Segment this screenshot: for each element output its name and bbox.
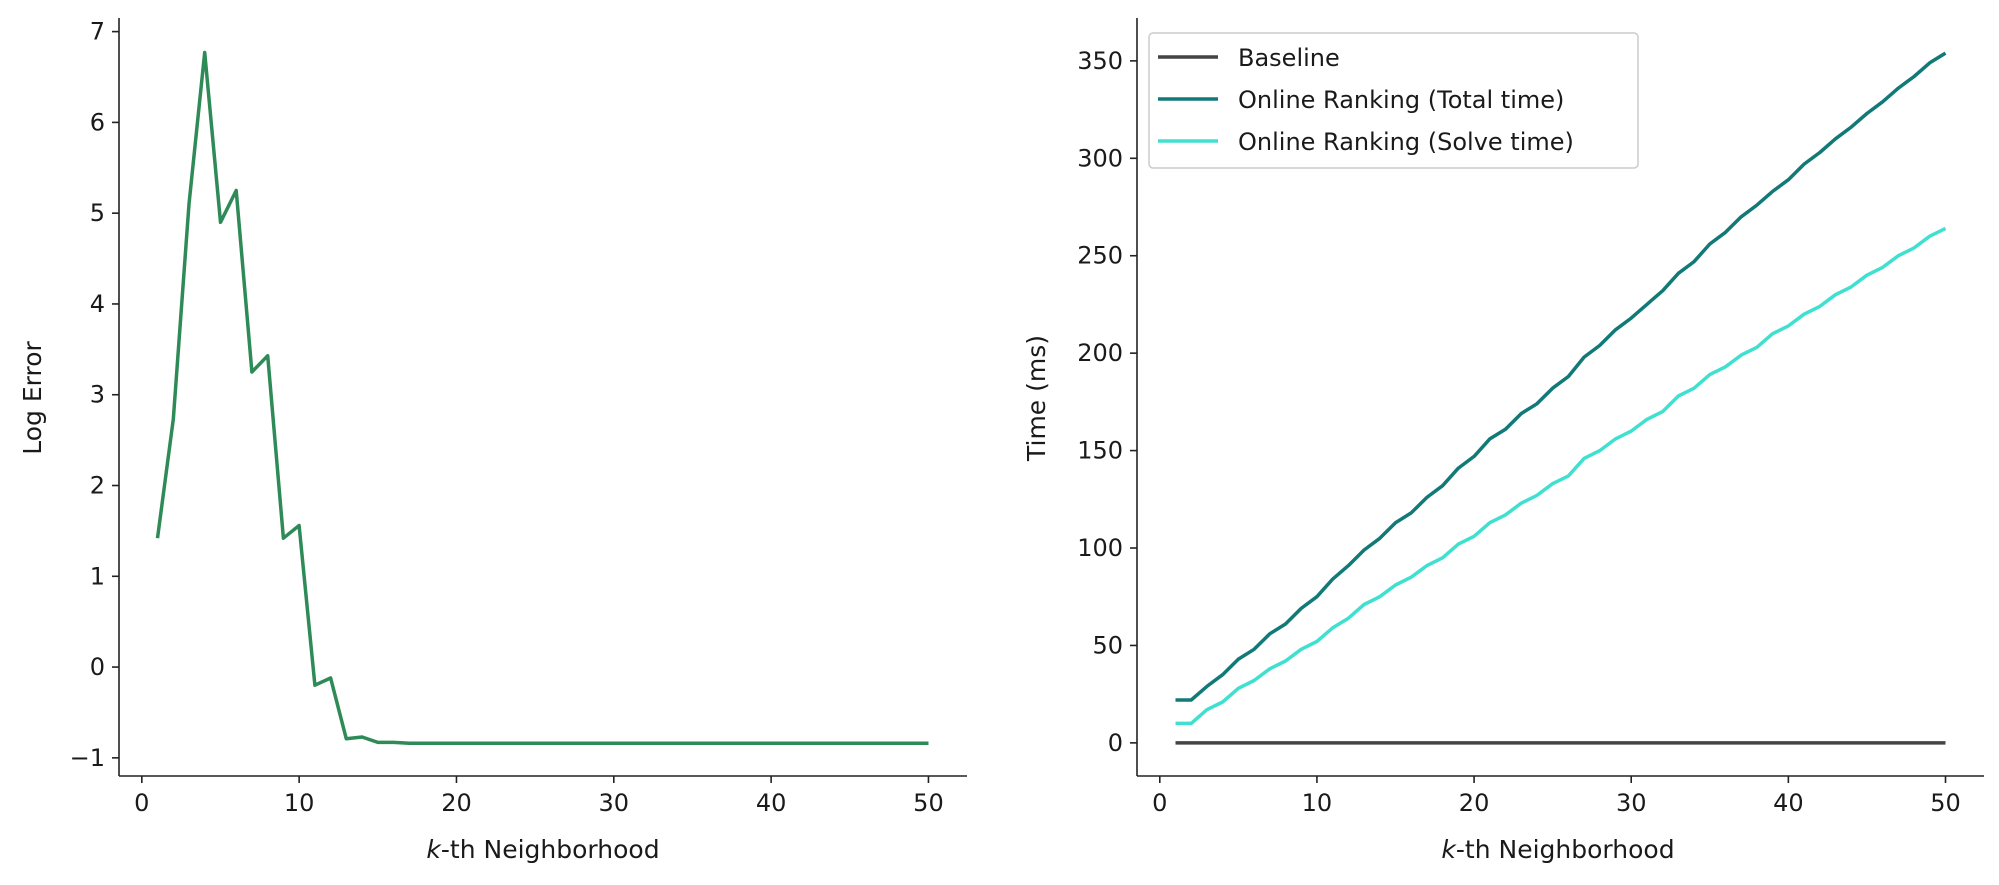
log-error-y-tick-label: 7 [90,18,105,46]
log-error-y-tick-label: 1 [90,562,105,590]
log-error-series-0-line [155,50,929,746]
time-x-tick-label: 20 [1459,789,1490,817]
time-axes: 0 10 20 30 40 50 0 50 100 150 200 250 300 350 [1077,18,1984,817]
log-error-x-tick-label: 10 [284,789,315,817]
log-error-x-tick-label: 50 [913,789,944,817]
time-y-tick-label: 0 [1108,729,1123,757]
legend-label-baseline: Baseline [1238,44,1340,72]
log-error-x-tick-label: 30 [599,789,630,817]
log-error-x-tick-label: 0 [134,789,149,817]
log-error-y-tick-label: 3 [90,381,105,409]
log-error-y-tick-label: 5 [90,199,105,227]
time-y-tick-label: 150 [1077,437,1123,465]
log-error-series-layer [155,50,929,746]
time-y-tick-label: 50 [1092,631,1123,659]
online-ranking-total-time-line [1175,51,1947,702]
time-y-tick-label: 200 [1077,339,1123,367]
log-error-x-tick-label: 40 [756,789,787,817]
online-ranking-solve-time-line [1175,226,1947,726]
log-error-y-tick-label: 4 [90,290,105,318]
time-x-tick-label: 30 [1616,789,1647,817]
time-series-layer [1175,51,1947,745]
legend: Baseline Online Ranking (Total time) Onl… [1148,32,1639,169]
time-y-tick-label: 350 [1077,47,1123,75]
time-x-axis-label-rest: -th Neighborhood [1456,835,1675,864]
time-chart: 0 10 20 30 40 50 0 50 100 150 200 250 300 350 k-th Ne… [1022,18,1984,864]
time-x-axis-label: k-th Neighborhood [1441,835,1674,864]
time-y-tick-label: 100 [1077,534,1123,562]
log-error-y-tick-label: −1 [70,744,105,772]
time-y-axis-label: Time (ms) [1022,335,1051,462]
log-error-axes: 0 10 20 30 40 50 −1 0 1 2 3 4 5 6 7 [70,18,967,817]
legend-frame [1148,32,1639,169]
log-error-y-tick-label: 2 [90,472,105,500]
time-x-tick-label: 50 [1930,789,1961,817]
log-error-x-tick-label: 20 [441,789,472,817]
log-error-x-axis-label-rest: -th Neighborhood [441,835,660,864]
time-y-tick-label: 250 [1077,242,1123,270]
time-y-tick-label: 300 [1077,144,1123,172]
time-x-tick-label: 0 [1152,789,1167,817]
log-error-y-axis-label: Log Error [18,341,47,455]
time-x-tick-label: 40 [1773,789,1804,817]
legend-label-solve-time: Online Ranking (Solve time) [1238,128,1574,156]
log-error-x-axis-label-italic: k [426,835,442,864]
log-error-y-tick-label: 6 [90,108,105,136]
time-x-tick-label: 10 [1302,789,1333,817]
time-x-axis-label-italic: k [1441,835,1457,864]
log-error-y-tick-label: 0 [90,653,105,681]
log-error-x-axis-label: k-th Neighborhood [426,835,659,864]
legend-label-total-time: Online Ranking (Total time) [1238,86,1564,114]
